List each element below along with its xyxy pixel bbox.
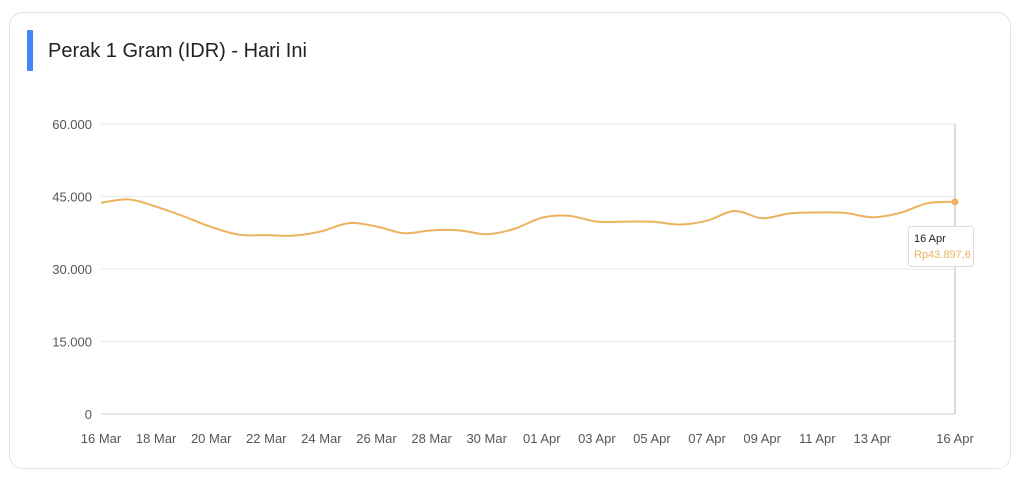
active-data-point bbox=[951, 198, 959, 206]
x-tick-label: 22 Mar bbox=[246, 431, 287, 446]
data-point bbox=[705, 219, 709, 223]
data-point bbox=[567, 214, 571, 218]
x-tick-label: 24 Mar bbox=[301, 431, 342, 446]
chart-card bbox=[9, 12, 1011, 469]
x-tick-label: 11 Apr bbox=[799, 431, 836, 446]
x-tick-label: 20 Mar bbox=[191, 431, 232, 446]
data-point bbox=[650, 220, 654, 224]
data-point bbox=[319, 229, 323, 233]
x-tick-label: 18 Mar bbox=[136, 431, 177, 446]
data-point bbox=[512, 227, 516, 231]
x-tick-label: 13 Apr bbox=[854, 431, 892, 446]
y-tick-label: 0 bbox=[85, 407, 92, 422]
data-point bbox=[127, 197, 131, 201]
y-tick-label: 30.000 bbox=[52, 262, 92, 277]
x-tick-label: 28 Mar bbox=[411, 431, 452, 446]
data-point bbox=[733, 209, 737, 213]
x-tick-label: 16 Apr bbox=[936, 431, 974, 446]
title-accent-bar bbox=[27, 30, 33, 71]
data-point bbox=[843, 211, 847, 215]
data-point bbox=[760, 216, 764, 220]
data-point bbox=[678, 223, 682, 227]
x-tick-label: 09 Apr bbox=[743, 431, 781, 446]
data-point bbox=[99, 201, 103, 205]
data-point bbox=[622, 220, 626, 224]
data-point bbox=[154, 205, 158, 209]
data-point bbox=[898, 211, 902, 215]
y-tick-label: 15.000 bbox=[52, 335, 92, 350]
data-point bbox=[374, 224, 378, 228]
data-point bbox=[347, 221, 351, 225]
chart-title: Perak 1 Gram (IDR) - Hari Ini bbox=[48, 40, 307, 62]
data-point bbox=[595, 220, 599, 224]
tooltip-date: 16 Apr bbox=[914, 233, 946, 245]
x-tick-label: 26 Mar bbox=[356, 431, 397, 446]
data-point bbox=[430, 228, 434, 232]
x-tick-label: 05 Apr bbox=[633, 431, 671, 446]
x-tick-label: 01 Apr bbox=[523, 431, 561, 446]
y-tick-label: 60.000 bbox=[52, 117, 92, 132]
data-point bbox=[815, 210, 819, 214]
data-point bbox=[292, 234, 296, 238]
data-point bbox=[788, 211, 792, 215]
data-point bbox=[402, 231, 406, 235]
x-tick-label: 03 Apr bbox=[578, 431, 616, 446]
series-line bbox=[100, 198, 956, 237]
x-tick-label: 16 Mar bbox=[81, 431, 122, 446]
tooltip-value: Rp43.897,6 bbox=[914, 249, 971, 261]
data-point bbox=[457, 228, 461, 232]
data-point bbox=[925, 201, 929, 205]
x-tick-label: 07 Apr bbox=[688, 431, 726, 446]
x-tick-label: 30 Mar bbox=[466, 431, 507, 446]
chart-tooltip: 16 Apr Rp43.897,6 bbox=[908, 226, 974, 267]
data-point bbox=[540, 216, 544, 220]
data-point bbox=[870, 215, 874, 219]
data-point bbox=[209, 225, 213, 229]
data-point bbox=[237, 233, 241, 237]
y-tick-label: 45.000 bbox=[52, 190, 92, 205]
data-point bbox=[485, 232, 489, 236]
data-point bbox=[264, 233, 268, 237]
data-point bbox=[182, 214, 186, 218]
